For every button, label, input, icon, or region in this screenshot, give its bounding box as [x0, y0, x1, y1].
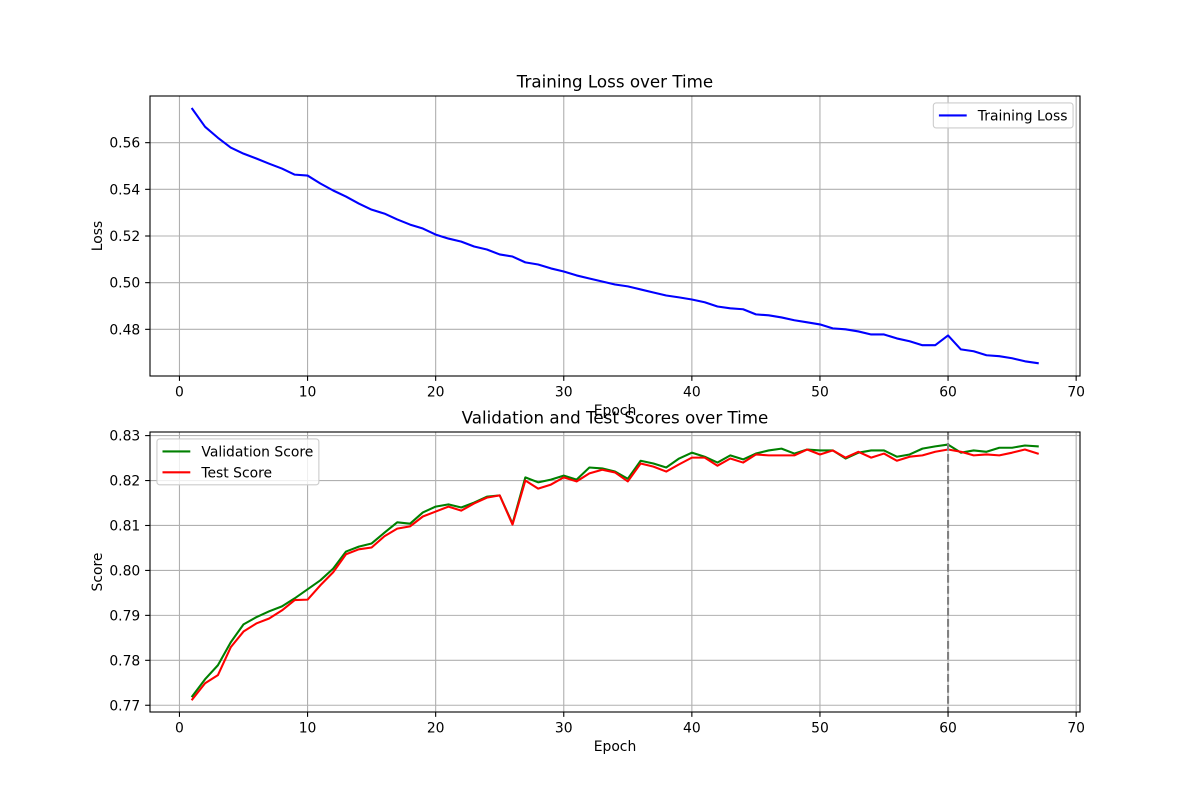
series-line-test-score	[190, 448, 1040, 701]
x-tick-label: 50	[811, 720, 829, 736]
y-tick-label: 0.79	[109, 608, 140, 624]
y-tick-label: 0.50	[109, 276, 140, 292]
series-layer	[190, 443, 1040, 701]
chart-title: Validation and Test Scores over Time	[462, 408, 769, 428]
x-tick-label: 40	[683, 384, 701, 400]
chart-title: Training Loss over Time	[516, 72, 713, 92]
y-tick-label: 0.82	[109, 474, 140, 490]
x-axis: 0 10 20 30 40 50 60 70	[175, 712, 1085, 736]
series-layer	[190, 107, 1039, 365]
legend-entry: Test Score	[162, 465, 272, 481]
legend: Training Loss	[932, 102, 1074, 129]
training-loss-chart: 0 10 20 30 40 50 60 70 0.48 0.50 0.52 0.54 0.56 Tra…	[90, 72, 1085, 419]
y-tick-label: 0.56	[109, 136, 140, 152]
x-tick-label: 0	[175, 720, 184, 736]
y-tick-label: 0.78	[109, 653, 140, 669]
x-tick-label: 20	[427, 720, 445, 736]
x-tick-label: 20	[427, 384, 445, 400]
legend-label: Validation Score	[201, 444, 313, 460]
x-tick-label: 70	[1067, 720, 1085, 736]
series-line-training-loss	[190, 107, 1039, 365]
y-axis: 0.48 0.50 0.52 0.54 0.56	[109, 136, 150, 338]
axes-frame	[149, 431, 1081, 713]
legend: Validation Score Test Score	[156, 438, 320, 486]
y-axis: 0.77 0.78 0.79 0.80 0.81 0.82 0.83	[109, 429, 150, 714]
x-tick-label: 0	[175, 384, 184, 400]
grid	[150, 96, 1080, 376]
y-axis-label: Loss	[90, 221, 106, 251]
legend-frame	[156, 438, 320, 486]
legend-label: Training Loss	[977, 108, 1068, 124]
x-tick-label: 60	[939, 720, 957, 736]
validation-test-score-chart: 0 10 20 30 40 50 60 70 0.77 0.78 0.79 0.80 0.81 0.82…	[90, 408, 1085, 755]
y-tick-label: 0.83	[109, 429, 140, 445]
legend-frame	[932, 102, 1074, 129]
x-tick-label: 30	[555, 384, 573, 400]
x-tick-label: 50	[811, 384, 829, 400]
legend-entry: Training Loss	[938, 108, 1068, 124]
y-tick-label: 0.52	[109, 229, 140, 245]
x-tick-label: 70	[1067, 384, 1085, 400]
x-tick-label: 30	[555, 720, 573, 736]
x-tick-label: 60	[939, 384, 957, 400]
y-tick-label: 0.81	[109, 518, 140, 534]
legend-label: Test Score	[200, 465, 272, 481]
x-axis-label: Epoch	[594, 739, 637, 755]
legend-entry: Validation Score	[162, 444, 313, 460]
y-tick-label: 0.80	[109, 563, 140, 579]
x-tick-label: 40	[683, 720, 701, 736]
x-tick-label: 10	[299, 384, 317, 400]
y-axis-label: Score	[90, 553, 106, 592]
y-tick-label: 0.54	[109, 182, 140, 198]
x-axis: 0 10 20 30 40 50 60 70	[175, 376, 1085, 400]
y-tick-label: 0.48	[109, 322, 140, 338]
x-axis-label: Epoch	[594, 403, 637, 419]
x-tick-label: 10	[299, 720, 317, 736]
y-tick-label: 0.77	[109, 698, 140, 714]
